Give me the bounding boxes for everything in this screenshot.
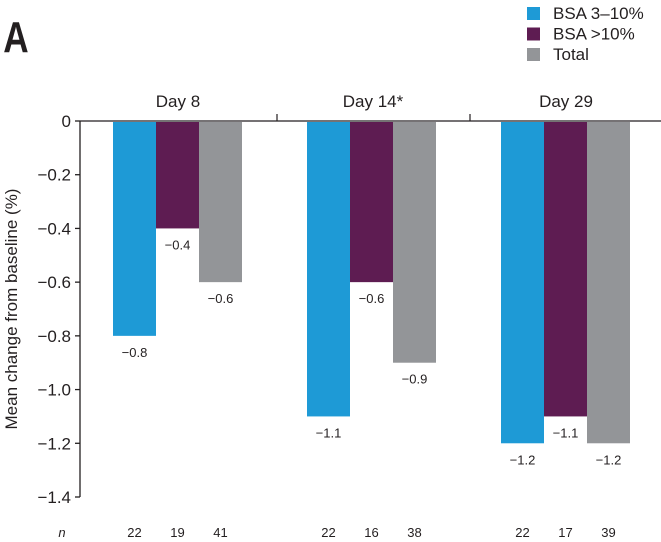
n-value: 38 xyxy=(407,525,421,540)
n-label: n xyxy=(58,525,65,540)
y-tick-label: 0 xyxy=(62,112,71,131)
y-tick-label: −0.2 xyxy=(37,166,71,185)
panel-label: A xyxy=(3,13,28,62)
data-label: −0.8 xyxy=(122,345,148,360)
y-axis-label: Mean change from baseline (%) xyxy=(2,189,21,430)
bar xyxy=(544,122,587,417)
data-label: −0.4 xyxy=(165,237,191,252)
category-label: Day 14* xyxy=(343,92,404,111)
axes: 0 −0.2 −0.4 −0.6 −0.8 −1.0 −1.2 −1.4 Day 8 Day 14… xyxy=(37,92,661,540)
y-tick-label: −1.4 xyxy=(37,488,71,507)
bar xyxy=(350,122,393,283)
n-value: 19 xyxy=(170,525,184,540)
data-label: −0.6 xyxy=(208,291,234,306)
bar xyxy=(113,122,156,336)
category-label: Day 29 xyxy=(539,92,593,111)
y-tick-label: −1.2 xyxy=(37,434,71,453)
bar xyxy=(199,122,242,283)
data-label: −1.1 xyxy=(316,425,342,440)
bar xyxy=(156,122,199,229)
bar xyxy=(501,122,544,444)
legend-swatch xyxy=(527,7,540,20)
data-label: −1.2 xyxy=(596,452,622,467)
n-value: 41 xyxy=(213,525,227,540)
y-tick-label: −0.4 xyxy=(37,219,71,238)
legend-label: BSA 3–10% xyxy=(553,4,644,23)
y-tick-label: −0.8 xyxy=(37,327,71,346)
data-label: −0.6 xyxy=(359,291,385,306)
legend-swatch xyxy=(527,27,540,41)
data-label: −1.1 xyxy=(553,425,579,440)
bar xyxy=(393,122,436,363)
n-value: 39 xyxy=(601,525,615,540)
n-value: 16 xyxy=(364,525,378,540)
legend-swatch xyxy=(527,48,540,61)
y-tick-label: −0.6 xyxy=(37,273,71,292)
n-value: 22 xyxy=(321,525,335,540)
legend-label: Total xyxy=(553,45,589,64)
legend: BSA 3–10% BSA >10%Total xyxy=(527,4,644,64)
bar xyxy=(587,122,630,444)
data-label: −1.2 xyxy=(510,452,536,467)
y-tick-label: −1.0 xyxy=(37,381,71,400)
n-value: 22 xyxy=(127,525,141,540)
n-value: 17 xyxy=(558,525,572,540)
bar xyxy=(307,122,350,417)
legend-label: BSA >10% xyxy=(553,25,635,44)
bars: −0.8 22 −1.1 22 −1.2 22 −0.4 19 −0.6 16 −1.1 17 −0.6… xyxy=(113,122,630,540)
n-value: 22 xyxy=(515,525,529,540)
category-label: Day 8 xyxy=(156,92,200,111)
data-label: −0.9 xyxy=(402,372,428,387)
